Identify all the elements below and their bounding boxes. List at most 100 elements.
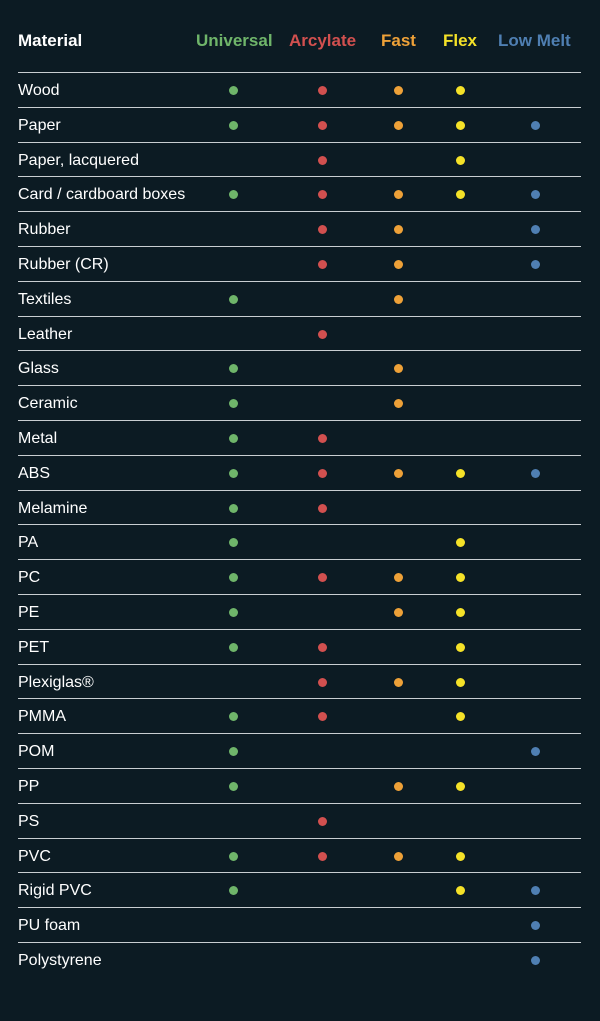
table-row: PU foam: [18, 907, 581, 942]
table-row: Card / cardboard boxes: [18, 176, 581, 211]
compatibility-dot-icon: [394, 677, 403, 687]
compatibility-dot-icon: [229, 120, 238, 130]
compatibility-dot-icon: [531, 190, 540, 200]
material-name: PMMA: [18, 708, 66, 726]
compatibility-dot-icon: [394, 781, 403, 791]
material-name: PE: [18, 603, 40, 621]
table-row: POM: [18, 733, 581, 768]
compatibility-dot-icon: [229, 399, 238, 409]
compatibility-dot-icon: [318, 190, 327, 200]
table-row: Plexiglas®: [18, 663, 581, 699]
table-row: PA: [18, 524, 581, 559]
table-row: Rubber (CR): [18, 245, 581, 281]
compatibility-dot-icon: [229, 642, 238, 652]
material-name: Card / cardboard boxes: [18, 186, 186, 204]
material-name: PP: [18, 777, 40, 795]
table-row: PE: [18, 593, 581, 629]
material-name: Leather: [18, 325, 73, 343]
compatibility-dot-icon: [318, 155, 327, 165]
material-name: Paper, lacquered: [18, 151, 139, 169]
compatibility-dot-icon: [394, 399, 403, 409]
material-name: Metal: [18, 429, 58, 447]
compatibility-dot-icon: [229, 781, 238, 791]
material-name: Ceramic: [18, 395, 78, 413]
table-row: ABS: [18, 454, 581, 490]
compatibility-dot-icon: [456, 712, 465, 722]
material-name: PET: [18, 638, 50, 656]
compatibility-dot-icon: [456, 886, 465, 896]
compatibility-dot-icon: [394, 190, 403, 200]
compatibility-dot-icon: [531, 468, 540, 478]
compatibility-dot-icon: [318, 259, 327, 269]
table-row: PVC: [18, 837, 581, 873]
compatibility-dot-icon: [318, 712, 327, 722]
table-row: Rigid PVC: [18, 872, 581, 907]
table-row: PET: [18, 628, 581, 664]
compatibility-dot-icon: [318, 433, 327, 443]
compatibility-dot-icon: [229, 364, 238, 374]
table-row: Melamine: [18, 489, 581, 525]
compatibility-dot-icon: [531, 225, 540, 235]
compatibility-dot-icon: [456, 607, 465, 617]
material-name: PA: [18, 534, 39, 552]
compatibility-dot-icon: [531, 921, 540, 931]
compatibility-dot-icon: [229, 747, 238, 757]
fast-column-header: Fast: [381, 31, 416, 50]
compatibility-dot-icon: [229, 573, 238, 583]
table-row: Metal: [18, 419, 581, 455]
compatibility-dot-icon: [456, 120, 465, 130]
material-name: Melamine: [18, 499, 88, 517]
compatibility-dot-icon: [531, 120, 540, 130]
table-row: PMMA: [18, 698, 581, 733]
material-name: Rubber (CR): [18, 255, 109, 273]
universal-column-header: Universal: [196, 31, 273, 50]
arcylate-column-header: Arcylate: [289, 31, 357, 50]
compatibility-dot-icon: [318, 642, 327, 652]
material-name: PS: [18, 812, 40, 830]
compatibility-dot-icon: [456, 642, 465, 652]
compatibility-dot-icon: [456, 468, 465, 478]
compatibility-dot-icon: [394, 607, 403, 617]
compatibility-dot-icon: [229, 886, 238, 896]
material-name: PC: [18, 569, 41, 587]
table-body: Wood Paper Paper, lacquered Card / cardboar…: [18, 72, 581, 977]
table-row: Textiles: [18, 280, 581, 316]
low-melt-column-header: Low Melt: [498, 31, 571, 50]
compatibility-dot-icon: [229, 86, 238, 95]
table-row: Polystyrene: [18, 941, 581, 977]
compatibility-dot-icon: [229, 538, 238, 548]
compatibility-dot-icon: [456, 538, 465, 548]
table-row: PP: [18, 767, 581, 803]
compatibility-dot-icon: [456, 781, 465, 791]
material-name: Rubber: [18, 221, 71, 239]
compatibility-dot-icon: [318, 677, 327, 687]
compatibility-dot-icon: [318, 468, 327, 478]
material-name: Paper: [18, 116, 61, 134]
material-name: Polystyrene: [18, 951, 102, 969]
table-row: Glass: [18, 350, 581, 385]
compatibility-dot-icon: [394, 468, 403, 478]
compatibility-dot-icon: [456, 573, 465, 583]
compatibility-dot-icon: [229, 468, 238, 478]
compatibility-dot-icon: [318, 86, 327, 95]
flex-column-header: Flex: [443, 31, 478, 50]
material-name: ABS: [18, 464, 51, 482]
material-name: Wood: [18, 82, 60, 99]
table-row: Paper, lacquered: [18, 141, 581, 177]
compatibility-dot-icon: [394, 364, 403, 374]
material-name: Plexiglas®: [18, 673, 94, 691]
compatibility-dot-icon: [229, 851, 238, 861]
table-row: Ceramic: [18, 385, 581, 420]
compatibility-dot-icon: [456, 155, 465, 165]
compatibility-dot-icon: [394, 86, 403, 95]
compatibility-dot-icon: [318, 816, 327, 826]
compatibility-dot-icon: [229, 433, 238, 443]
compatibility-dot-icon: [318, 573, 327, 583]
compatibility-dot-icon: [318, 851, 327, 861]
table-row: PC: [18, 559, 581, 594]
table-row: Paper: [18, 106, 581, 142]
compatibility-dot-icon: [456, 677, 465, 687]
compatibility-dot-icon: [318, 225, 327, 235]
compatibility-dot-icon: [531, 747, 540, 757]
